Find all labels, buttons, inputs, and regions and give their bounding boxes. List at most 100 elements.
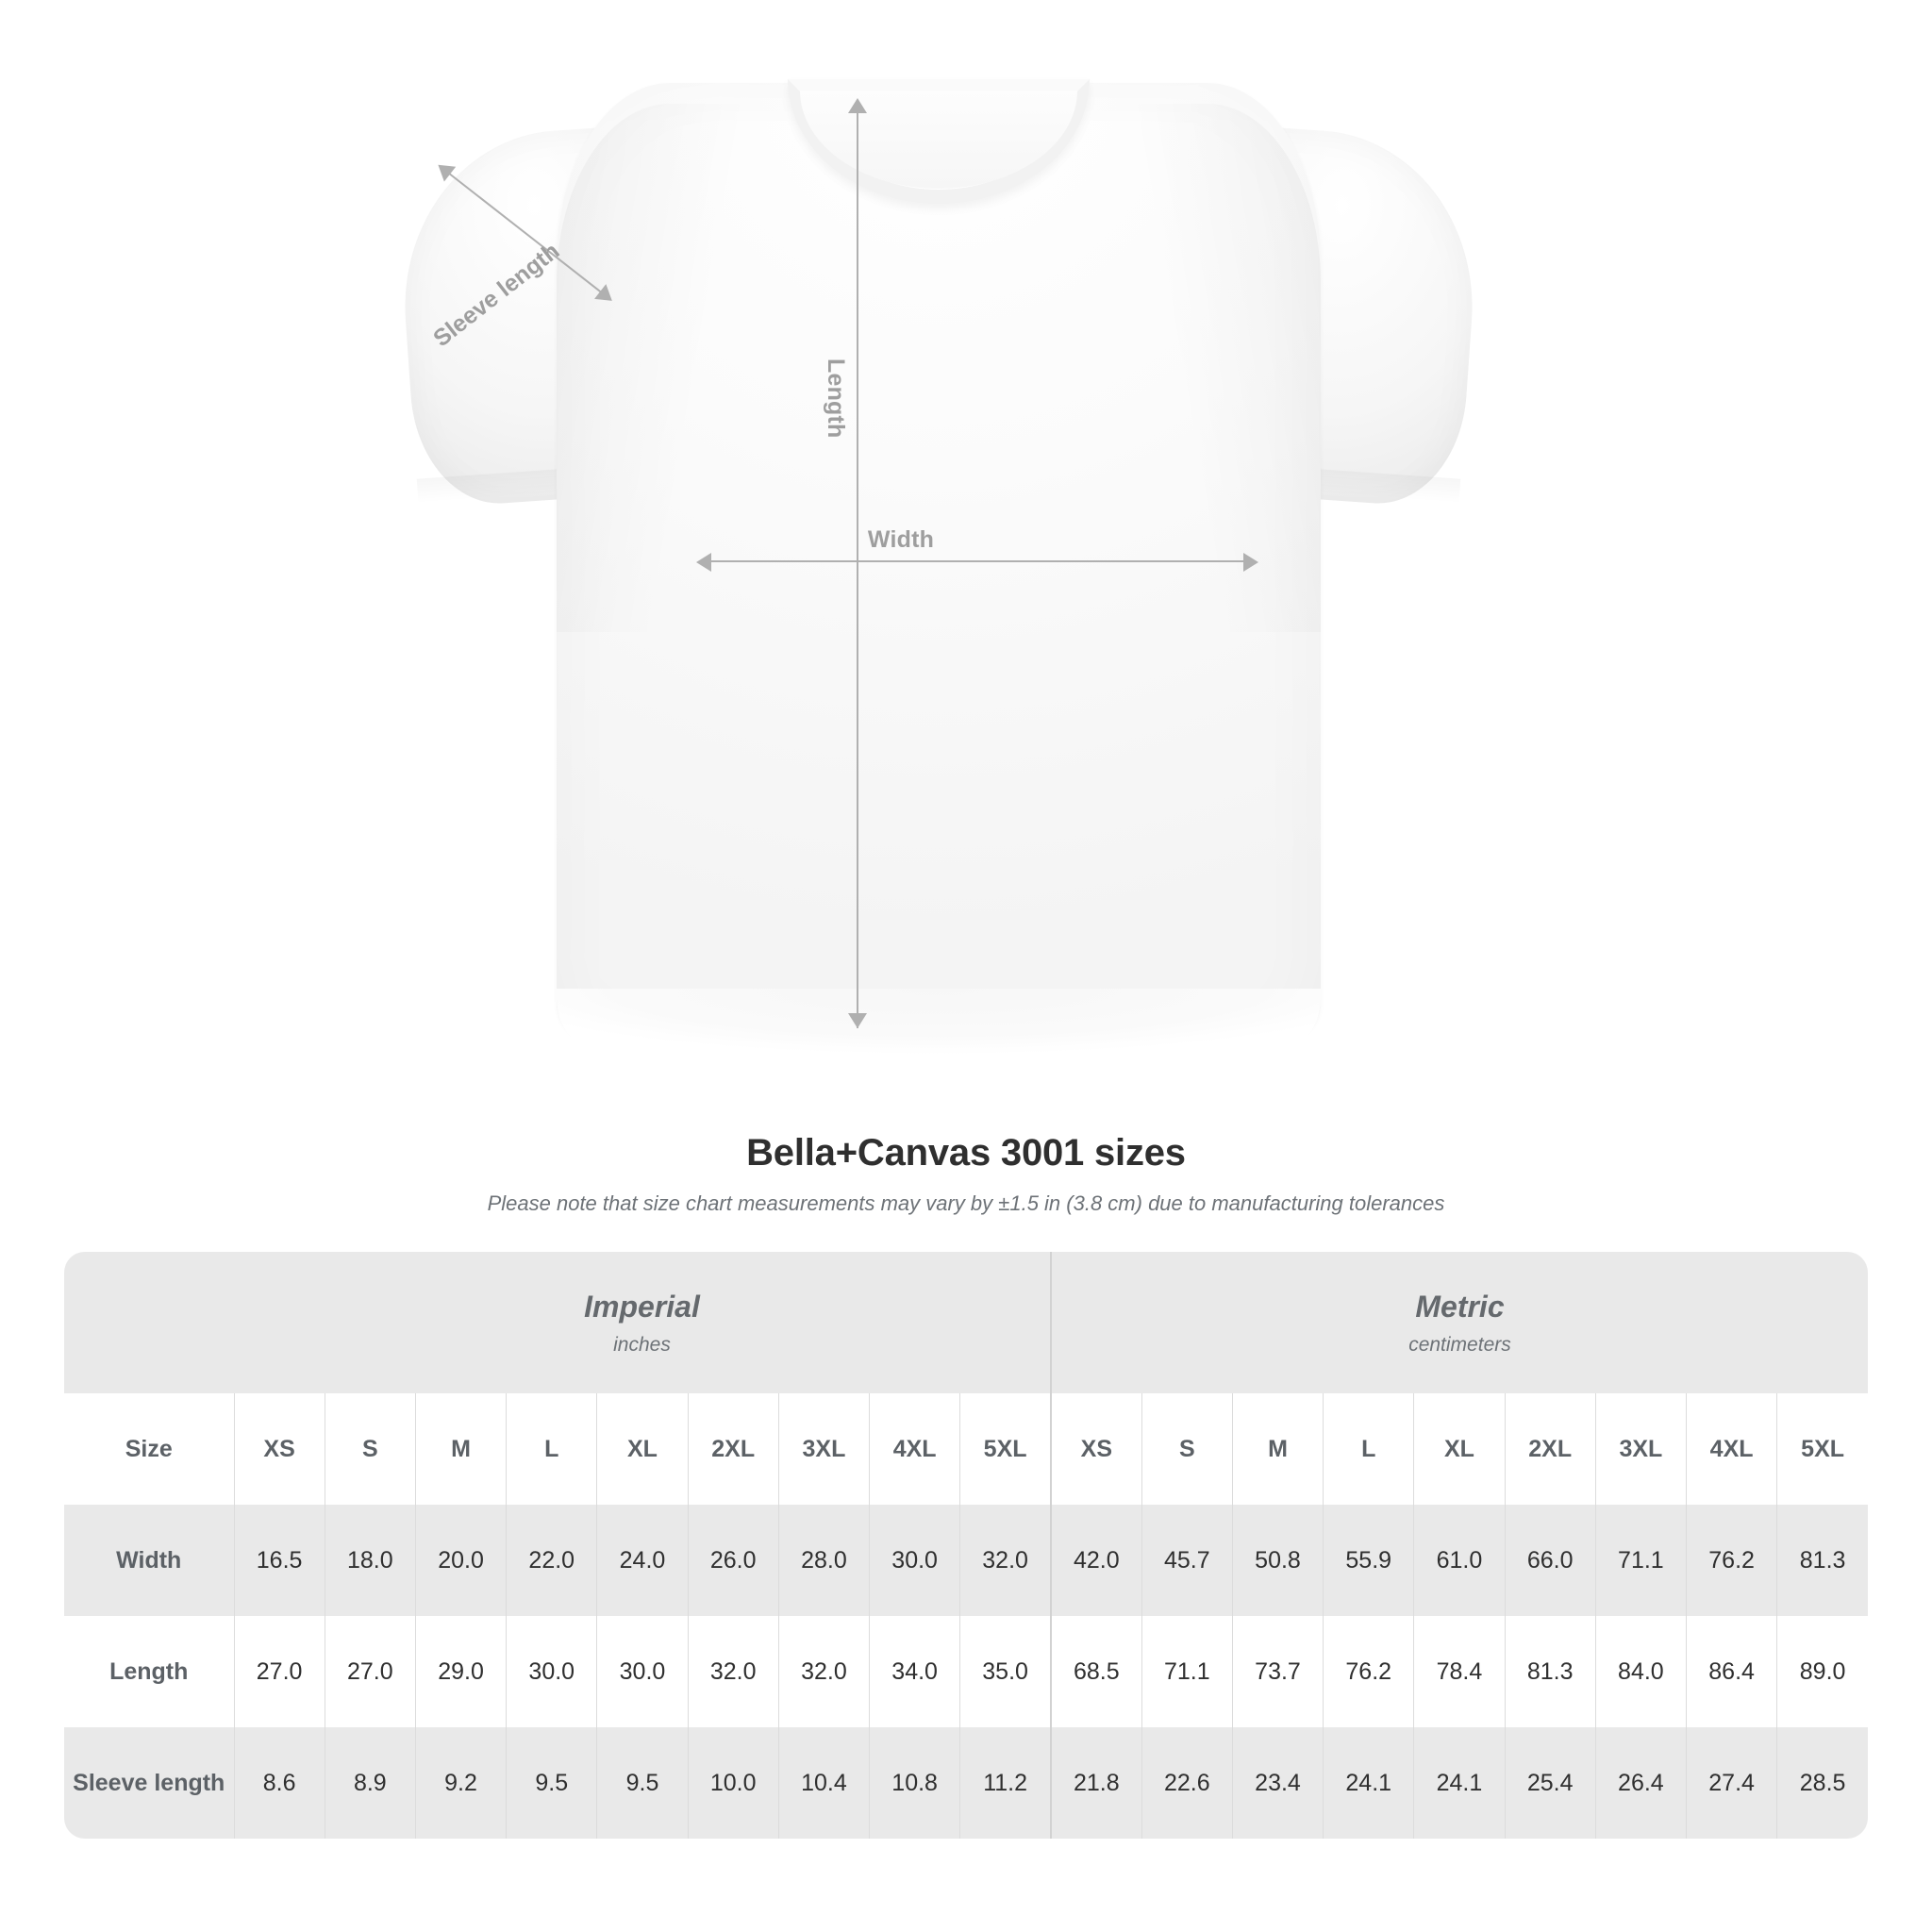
cell-width-imperial-4xl: 30.0	[869, 1505, 960, 1616]
cell-length-imperial-2xl: 32.0	[687, 1616, 779, 1727]
tshirt-body	[557, 83, 1321, 1055]
cell-width-metric-4xl: 76.2	[1685, 1505, 1777, 1616]
size-col-metric-s: S	[1141, 1393, 1233, 1505]
cell-width-imperial-s: 18.0	[324, 1505, 416, 1616]
row-label-length: Length	[64, 1616, 234, 1727]
product-diagram: Length Width Sleeve length	[392, 75, 1485, 1055]
cell-length-imperial-l: 30.0	[506, 1616, 597, 1727]
cell-sleeve-imperial-m: 9.2	[414, 1727, 507, 1839]
cell-width-imperial-2xl: 26.0	[687, 1505, 779, 1616]
size-col-metric-3xl: 3XL	[1594, 1393, 1687, 1505]
size-col-imperial-m: M	[414, 1393, 507, 1505]
size-col-imperial-5xl: 5XL	[959, 1393, 1051, 1505]
cell-length-imperial-m: 29.0	[414, 1616, 507, 1727]
cell-width-metric-5xl: 81.3	[1776, 1505, 1868, 1616]
table-row: Sleeve length 8.6 8.9 9.2 9.5 9.5 10.0 1…	[64, 1727, 1868, 1839]
cell-sleeve-metric-m: 23.4	[1231, 1727, 1324, 1839]
cell-length-imperial-xl: 30.0	[596, 1616, 689, 1727]
cell-width-metric-l: 55.9	[1323, 1505, 1414, 1616]
unit-group-imperial: Imperial inches	[234, 1252, 1051, 1393]
cell-length-metric-2xl: 81.3	[1504, 1616, 1596, 1727]
tolerance-note: Please note that size chart measurements…	[487, 1191, 1445, 1215]
cell-sleeve-metric-2xl: 25.4	[1504, 1727, 1596, 1839]
size-col-metric-xs: XS	[1049, 1393, 1142, 1505]
cell-sleeve-metric-l: 24.1	[1323, 1727, 1414, 1839]
size-col-metric-m: M	[1231, 1393, 1324, 1505]
size-col-metric-l: L	[1323, 1393, 1414, 1505]
cell-sleeve-metric-s: 22.6	[1141, 1727, 1233, 1839]
size-col-imperial-xl: XL	[596, 1393, 689, 1505]
size-col-metric-5xl: 5XL	[1776, 1393, 1868, 1505]
unit-group-metric: Metric centimeters	[1049, 1252, 1868, 1393]
table-row: Length 27.0 27.0 29.0 30.0 30.0 32.0 32.…	[64, 1616, 1868, 1727]
unit-group-row: Imperial inches Metric centimeters	[64, 1252, 1868, 1393]
column-header-size: Size	[64, 1393, 234, 1505]
cell-width-metric-3xl: 71.1	[1594, 1505, 1687, 1616]
width-arrow-left-icon	[696, 553, 711, 572]
cell-width-metric-2xl: 66.0	[1504, 1505, 1596, 1616]
length-measure-line	[857, 104, 858, 1028]
cell-sleeve-imperial-l: 9.5	[506, 1727, 597, 1839]
size-col-metric-4xl: 4XL	[1685, 1393, 1777, 1505]
cell-width-metric-s: 45.7	[1141, 1505, 1233, 1616]
chart-heading: Bella+Canvas 3001 sizes Please note that…	[0, 1132, 1932, 1216]
body-shade-right	[1104, 104, 1321, 632]
table-row: Width 16.5 18.0 20.0 22.0 24.0 26.0 28.0…	[64, 1505, 1868, 1616]
size-col-metric-2xl: 2XL	[1504, 1393, 1596, 1505]
tshirt-illustration	[392, 75, 1485, 1055]
unit-group-metric-name: Metric	[1415, 1289, 1505, 1324]
cell-length-imperial-s: 27.0	[324, 1616, 416, 1727]
length-arrow-top-icon	[848, 98, 867, 113]
length-label: Length	[823, 358, 849, 439]
width-arrow-right-icon	[1243, 553, 1258, 572]
cell-width-imperial-xl: 24.0	[596, 1505, 689, 1616]
cell-width-imperial-xs: 16.5	[233, 1505, 325, 1616]
row-label-width: Width	[64, 1505, 234, 1616]
unit-group-imperial-unit: inches	[613, 1333, 671, 1356]
cell-sleeve-metric-xs: 21.8	[1049, 1727, 1142, 1839]
cell-sleeve-imperial-3xl: 10.4	[777, 1727, 870, 1839]
size-col-imperial-3xl: 3XL	[777, 1393, 870, 1505]
page-title: Bella+Canvas 3001 sizes	[746, 1132, 1186, 1174]
cell-length-metric-4xl: 86.4	[1685, 1616, 1777, 1727]
cell-sleeve-imperial-2xl: 10.0	[687, 1727, 779, 1839]
cell-sleeve-imperial-5xl: 11.2	[959, 1727, 1051, 1839]
unit-row-spacer	[64, 1252, 234, 1393]
cell-sleeve-imperial-xl: 9.5	[596, 1727, 689, 1839]
cell-sleeve-imperial-4xl: 10.8	[869, 1727, 960, 1839]
cell-width-imperial-5xl: 32.0	[959, 1505, 1051, 1616]
cell-length-metric-m: 73.7	[1231, 1616, 1324, 1727]
cell-length-metric-l: 76.2	[1323, 1616, 1414, 1727]
cell-width-metric-xl: 61.0	[1413, 1505, 1506, 1616]
unit-group-metric-unit: centimeters	[1408, 1333, 1511, 1356]
cell-sleeve-imperial-xs: 8.6	[233, 1727, 325, 1839]
cell-length-metric-5xl: 89.0	[1776, 1616, 1868, 1727]
size-header-row: Size XS S M L XL 2XL 3XL 4XL 5XL XS S M …	[64, 1393, 1868, 1505]
cell-length-metric-s: 71.1	[1141, 1616, 1233, 1727]
unit-group-imperial-name: Imperial	[584, 1289, 700, 1324]
cell-sleeve-metric-3xl: 26.4	[1594, 1727, 1687, 1839]
cell-width-imperial-m: 20.0	[414, 1505, 507, 1616]
cell-length-metric-xl: 78.4	[1413, 1616, 1506, 1727]
size-col-metric-xl: XL	[1413, 1393, 1506, 1505]
cell-width-metric-m: 50.8	[1231, 1505, 1324, 1616]
cell-width-metric-xs: 42.0	[1049, 1505, 1142, 1616]
cell-length-imperial-xs: 27.0	[233, 1616, 325, 1727]
size-col-imperial-l: L	[506, 1393, 597, 1505]
cell-length-imperial-5xl: 35.0	[959, 1616, 1051, 1727]
cell-length-metric-xs: 68.5	[1049, 1616, 1142, 1727]
size-col-imperial-xs: XS	[233, 1393, 325, 1505]
cell-sleeve-metric-5xl: 28.5	[1776, 1727, 1868, 1839]
cell-sleeve-imperial-s: 8.9	[324, 1727, 416, 1839]
size-col-imperial-2xl: 2XL	[687, 1393, 779, 1505]
size-table: Imperial inches Metric centimeters Size …	[64, 1252, 1868, 1839]
cell-length-metric-3xl: 84.0	[1594, 1616, 1687, 1727]
cell-width-imperial-3xl: 28.0	[777, 1505, 870, 1616]
size-col-imperial-4xl: 4XL	[869, 1393, 960, 1505]
cell-length-imperial-3xl: 32.0	[777, 1616, 870, 1727]
cell-width-imperial-l: 22.0	[506, 1505, 597, 1616]
cell-length-imperial-4xl: 34.0	[869, 1616, 960, 1727]
cell-sleeve-metric-xl: 24.1	[1413, 1727, 1506, 1839]
length-arrow-bottom-icon	[848, 1013, 867, 1028]
